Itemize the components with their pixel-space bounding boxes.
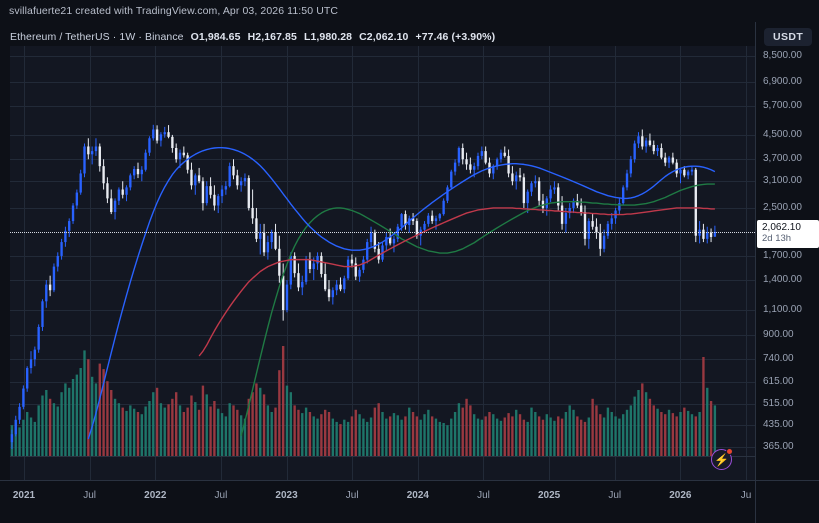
chart-plot-area[interactable]: [10, 46, 755, 480]
time-axis-label: 2026: [669, 490, 692, 501]
time-axis-label: 2025: [537, 490, 561, 501]
gridline-vertical: [155, 46, 156, 480]
gridline-horizontal: [10, 359, 755, 360]
legend-change: +77.46 (+3.90%): [415, 31, 496, 43]
time-axis-label: 2024: [406, 490, 429, 501]
legend-low: L1,980.28: [303, 31, 353, 43]
time-axis-label: 2023: [275, 490, 298, 501]
moving-average-overlays: [87, 146, 716, 440]
time-axis-label: 2021: [12, 490, 36, 501]
alert-dot-icon: [726, 448, 733, 455]
attribution-text: svillafuerte21 created with TradingView.…: [0, 0, 819, 22]
last-price-value: 2,062.10: [762, 221, 801, 233]
price-axis-label: 8,500.00: [763, 49, 802, 61]
gridline-vertical: [746, 46, 747, 480]
last-price-line: [10, 231, 755, 233]
price-axis-label: 4,500.00: [763, 128, 802, 140]
gridline-vertical: [24, 46, 25, 480]
price-axis-label: 1,100.00: [763, 304, 802, 316]
last-price-badge: 2,062.10 2d 13h: [757, 219, 819, 248]
axis-corner-divider: [755, 481, 756, 523]
time-axis-label: Jul: [345, 490, 359, 501]
lightning-glyph: ⚡: [714, 452, 729, 467]
price-axis-label: 3,100.00: [763, 175, 802, 187]
price-axis-label: 740.00: [763, 353, 794, 365]
time-axis-label: 2022: [144, 490, 167, 501]
bar-countdown: 2d 13h: [762, 233, 792, 245]
price-axis-label: 5,700.00: [763, 99, 802, 111]
gridline-horizontal: [10, 382, 755, 383]
volume-series: [10, 346, 717, 456]
gridline-vertical: [680, 46, 681, 480]
price-axis-label: 900.00: [763, 328, 794, 340]
time-axis-label: Ju: [740, 490, 752, 501]
gridline-vertical: [549, 46, 550, 480]
time-axis[interactable]: 2021 Jul 2022 Jul 2023 Jul 2024 Jul 2025 Jul 2026 J…: [0, 480, 819, 523]
price-axis-label: 3,700.00: [763, 153, 802, 165]
legend-high: H2,167.85: [247, 31, 297, 43]
gridline-horizontal: [10, 208, 755, 209]
gridline-vertical: [90, 46, 91, 480]
price-axis-label: 615.00: [763, 376, 794, 388]
legend-symbol[interactable]: Ethereum / TetherUS · 1W · Binance: [10, 31, 184, 43]
gridline-horizontal: [10, 335, 755, 336]
gridline-horizontal: [10, 181, 755, 182]
currency-badge: USDT: [764, 28, 813, 46]
lightning-bolt-icon[interactable]: ⚡: [711, 448, 733, 470]
gridline-horizontal: [10, 106, 755, 107]
gridline-horizontal: [10, 159, 755, 160]
gridline-horizontal: [10, 135, 755, 136]
price-axis-label: 365.00: [763, 441, 794, 453]
price-axis-label: 435.00: [763, 419, 794, 431]
gridline-horizontal: [10, 310, 755, 311]
gridline-horizontal: [10, 280, 755, 281]
price-axis-label: 1,400.00: [763, 274, 802, 286]
gridline-vertical: [221, 46, 222, 480]
price-axis-label: 1,700.00: [763, 249, 802, 261]
price-axis[interactable]: USDT 8,500.00 6,900.00 5,700.00 4,500.00 3,7…: [755, 22, 819, 480]
price-axis-label: 515.00: [763, 398, 794, 410]
gridline-vertical: [418, 46, 419, 480]
time-axis-label: Jul: [214, 490, 228, 501]
time-axis-label: Jul: [608, 490, 622, 501]
time-axis-label: Jul: [83, 490, 97, 501]
legend-open: O1,984.65: [190, 31, 241, 43]
gridline-horizontal: [10, 56, 755, 57]
legend-close: C2,062.10: [359, 31, 409, 43]
volume-baseline: [10, 456, 755, 457]
time-axis-label: Jul: [477, 490, 490, 501]
gridline-vertical: [483, 46, 484, 480]
gridline-horizontal: [10, 82, 755, 83]
chart-legend: Ethereum / TetherUS · 1W · Binance O1,98…: [10, 29, 495, 45]
price-axis-label: 2,500.00: [763, 201, 802, 213]
gridline-vertical: [615, 46, 616, 480]
price-axis-label: 6,900.00: [763, 75, 802, 87]
gridline-horizontal: [10, 404, 755, 405]
